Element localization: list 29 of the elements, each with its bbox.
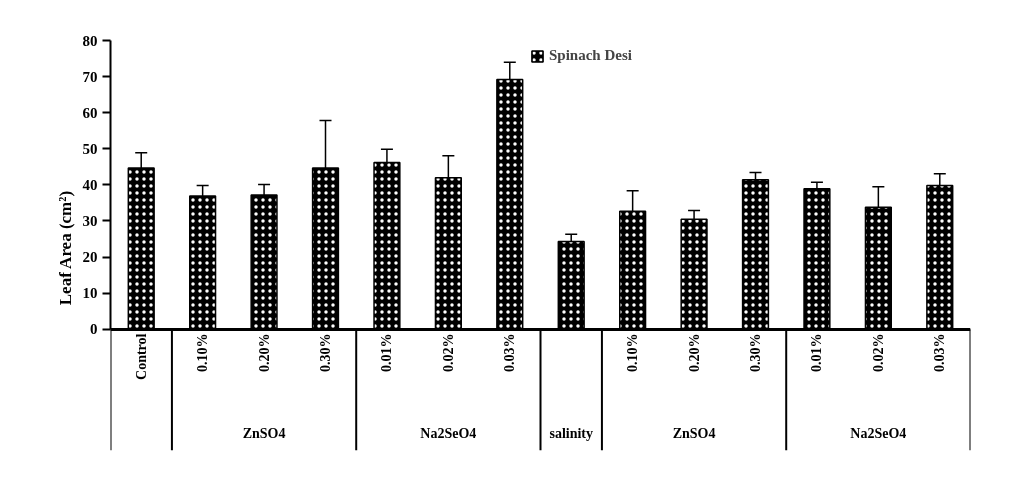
x-tick-label: Control [133, 333, 149, 380]
x-tick-label: 0.02% [440, 333, 456, 373]
y-tick-label: 0 [90, 321, 98, 338]
legend-label: Spinach Desi [549, 47, 632, 64]
text: salinity [549, 425, 594, 441]
text: Na2SeO4 [420, 425, 477, 441]
y-axis-title: Leaf Area (cm²) [55, 190, 75, 306]
y-tick-label: 70 [82, 68, 98, 85]
x-tick-label: 0.10% [625, 333, 641, 373]
y-tick-label: 60 [82, 104, 98, 121]
text: Na2SeO4 [850, 425, 907, 441]
x-tick-label: 0.02% [870, 333, 886, 373]
y-tick-label: 40 [82, 176, 98, 193]
y-tick-label: 80 [82, 32, 98, 49]
y-tick-label: 30 [82, 212, 98, 229]
y-tick-label: 10 [82, 285, 98, 302]
x-tick-label: 0.10% [195, 333, 211, 373]
x-tick-label: 0.30% [318, 333, 333, 373]
x-tick-label: 0.01% [379, 333, 395, 373]
x-tick-label: 0.01% [809, 333, 825, 373]
x-tick-label: 0.20% [686, 333, 702, 373]
x-tick-label: 0.03% [502, 333, 518, 373]
text: ZnSO4 [672, 425, 716, 441]
x-tick-label: 0.20% [256, 333, 272, 373]
x-tick-label: 0.03% [932, 333, 948, 373]
x-tick-label: 0.30% [748, 333, 763, 373]
y-tick-label: 50 [82, 140, 98, 157]
text: ZnSO4 [242, 425, 286, 441]
y-tick-label: 20 [82, 249, 98, 266]
